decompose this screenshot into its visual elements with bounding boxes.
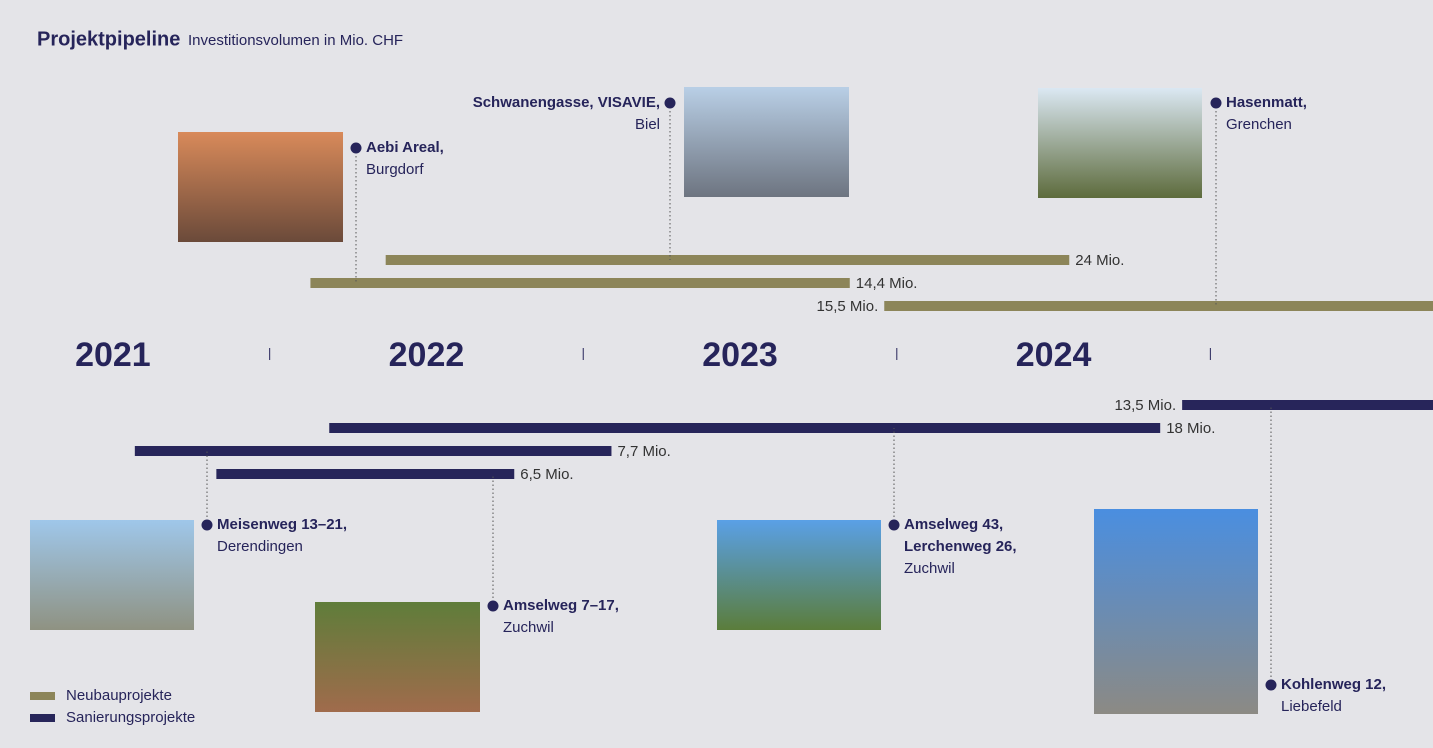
- legend-swatch: [30, 714, 55, 722]
- callout-dot: [350, 142, 362, 154]
- project-place: Zuchwil: [904, 560, 955, 577]
- photo: [717, 520, 881, 630]
- callout-dot: [201, 519, 213, 531]
- legend-label: Neubauprojekte: [66, 687, 172, 704]
- photo: [684, 87, 849, 197]
- legend-label: Sanierungsprojekte: [66, 709, 195, 726]
- bar: [134, 446, 612, 456]
- callout-dot: [487, 600, 499, 612]
- project-place: Liebefeld: [1281, 698, 1342, 715]
- project-name: Kohlenweg 12,: [1281, 676, 1386, 693]
- amount-label: 7,7 Mio.: [617, 443, 670, 460]
- bar: [329, 423, 1161, 433]
- year-label: 2024: [1016, 336, 1092, 374]
- project-place: Burgdorf: [366, 161, 424, 178]
- amount-label: 24 Mio.: [1075, 252, 1124, 269]
- bar: [385, 255, 1070, 265]
- project-place: Biel: [635, 116, 660, 133]
- callout-dot: [1265, 679, 1277, 691]
- bar: [1182, 400, 1433, 410]
- amount-label: 14,4 Mio.: [856, 275, 918, 292]
- bar: [216, 469, 515, 479]
- bar: [884, 301, 1433, 311]
- chart-subtitle: Investitionsvolumen in Mio. CHF: [188, 32, 403, 49]
- photo: [178, 132, 343, 242]
- chart-title: Projektpipeline: [37, 28, 180, 50]
- photo: [1038, 88, 1202, 198]
- callout-dot: [888, 519, 900, 531]
- project-name: Meisenweg 13–21,: [217, 516, 347, 533]
- project-place: Derendingen: [217, 538, 303, 555]
- project-name: Lerchenweg 26,: [904, 538, 1017, 555]
- amount-label: 18 Mio.: [1166, 420, 1215, 437]
- callout-dot: [664, 97, 676, 109]
- legend-swatch: [30, 692, 55, 700]
- year-label: 2021: [75, 336, 151, 374]
- project-name: Aebi Areal,: [366, 139, 444, 156]
- project-name: Hasenmatt,: [1226, 94, 1307, 111]
- amount-label: 6,5 Mio.: [520, 466, 573, 483]
- project-name: Amselweg 7–17,: [503, 597, 619, 614]
- photo: [30, 520, 194, 630]
- year-label: 2022: [389, 336, 465, 374]
- amount-label: 15,5 Mio.: [817, 298, 879, 315]
- callout-dot: [1210, 97, 1222, 109]
- photo: [1094, 509, 1258, 714]
- project-place: Zuchwil: [503, 619, 554, 636]
- bar: [310, 278, 850, 288]
- year-label: 2023: [702, 336, 778, 374]
- amount-label: 13,5 Mio.: [1114, 397, 1176, 414]
- project-name: Schwanengasse, VISAVIE,: [473, 94, 660, 111]
- photo: [315, 602, 480, 712]
- project-name: Amselweg 43,: [904, 516, 1003, 533]
- project-place: Grenchen: [1226, 116, 1292, 133]
